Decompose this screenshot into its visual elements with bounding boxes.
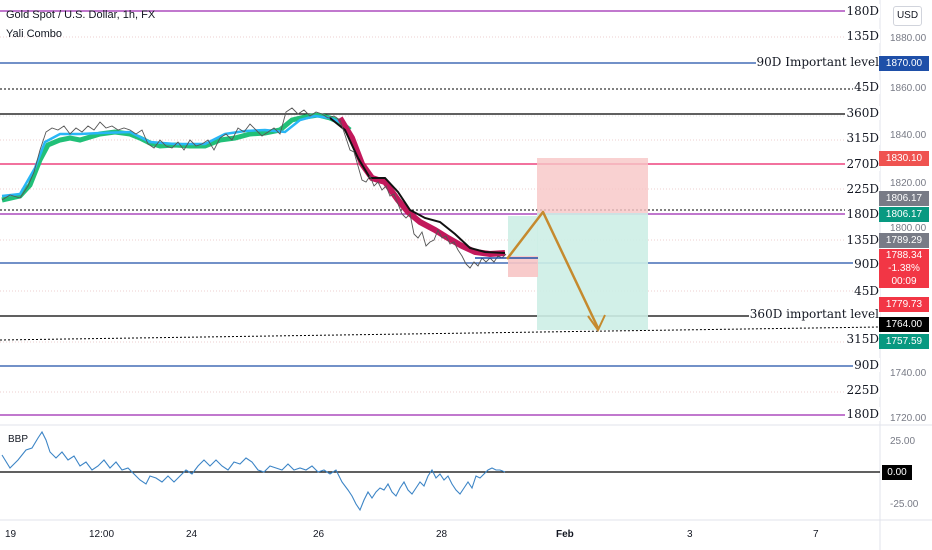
symbol-title: Gold Spot / U.S. Dollar, 1h, FX	[6, 9, 156, 21]
price-tag-1830: 1830.10	[879, 151, 929, 166]
price-tag-1764: 1764.00	[879, 317, 929, 332]
bbp-zero-tag: 0.00	[882, 465, 912, 480]
level-label-360-top: 360D	[845, 106, 880, 120]
time-tick: 19	[5, 529, 17, 540]
price-tag-1757: 1757.59	[879, 334, 929, 349]
level-label-135-mid: 135D	[845, 233, 880, 247]
level-label-360-important: 360D important level	[748, 307, 880, 321]
price-tick: 1880.00	[890, 33, 927, 44]
level-label-315-low: 315D	[845, 332, 880, 346]
price-tick: 1740.00	[890, 368, 927, 379]
countdown-tag: 00:09	[879, 275, 929, 288]
price-tag-1779: 1779.73	[879, 297, 929, 312]
level-label-225-low: 225D	[845, 383, 880, 397]
level-label-45-mid: 45D	[853, 284, 880, 298]
price-tick: 1860.00	[890, 83, 927, 94]
time-tick: 7	[813, 529, 819, 540]
price-tick: 1820.00	[890, 178, 927, 189]
price-tag-1806a: 1806.17	[879, 191, 929, 206]
bbp-tick: -25.00	[890, 499, 919, 510]
level-label-180-top: 180D	[845, 4, 880, 18]
bbp-line	[1, 430, 506, 512]
indicator-name: Yali Combo	[6, 28, 63, 40]
projection-arrow[interactable]	[506, 210, 606, 332]
level-label-45-top: 45D	[853, 80, 880, 94]
price-tick: 1800.00	[890, 223, 927, 234]
time-tick: 28	[436, 529, 448, 540]
level-label-270: 270D	[845, 157, 880, 171]
stop-loss-zone[interactable]	[537, 158, 648, 213]
time-tick: 26	[313, 529, 325, 540]
price-tag-1806b: 1806.17	[879, 207, 929, 222]
solid-level-lines	[0, 10, 881, 416]
level-label-180-mid: 180D	[845, 207, 880, 221]
time-tick: 3	[687, 529, 693, 540]
time-tick-feb: Feb	[556, 529, 574, 540]
oscillator-name: BBP	[8, 434, 29, 445]
time-tick: 24	[186, 529, 198, 540]
price-tick: 1840.00	[890, 130, 927, 141]
level-label-135-top: 135D	[845, 29, 880, 43]
time-tick: 12:00	[89, 529, 115, 540]
price-tag-1870: 1870.00	[879, 56, 929, 71]
level-label-180-low: 180D	[845, 407, 880, 421]
chart-pane[interactable]	[0, 0, 880, 425]
level-label-315-top: 315D	[845, 131, 880, 145]
bbp-tick: 25.00	[890, 436, 916, 447]
current-price-tag: 1788.34	[879, 249, 929, 262]
level-label-90-mid: 90D	[853, 257, 880, 271]
currency-button[interactable]: USD	[893, 6, 922, 26]
level-label-225-top: 225D	[845, 182, 880, 196]
level-label-90-low: 90D	[853, 358, 880, 372]
price-tag-1789: 1789.29	[879, 233, 929, 248]
take-profit-zone[interactable]	[537, 213, 648, 330]
current-change-tag: -1.38%	[879, 262, 929, 275]
level-label-90-important: 90D Important level	[755, 55, 880, 69]
price-tick: 1720.00	[890, 413, 927, 424]
candles-series	[1, 107, 538, 269]
